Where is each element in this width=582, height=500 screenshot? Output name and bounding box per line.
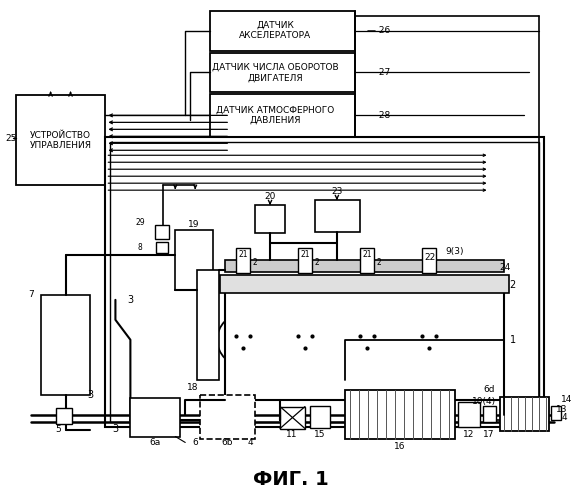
Bar (16, 96, 105, 185)
Text: 29: 29 (136, 218, 145, 226)
Text: 4: 4 (562, 413, 567, 422)
Text: 21: 21 (300, 250, 310, 260)
Bar (315, 200, 360, 232)
Bar (499, 396, 549, 432)
Bar (345, 390, 455, 440)
Bar (225, 285, 505, 400)
Bar (197, 270, 219, 380)
Text: 2: 2 (509, 280, 516, 290)
Bar (157, 242, 168, 253)
Text: 3: 3 (127, 295, 133, 305)
Text: ДАТЧИК АТМОСФЕРНОГО
ДАВЛЕНИЯ: ДАТЧИК АТМОСФЕРНОГО ДАВЛЕНИЯ (216, 106, 334, 125)
Text: 21: 21 (239, 250, 248, 260)
Text: — 28: — 28 (367, 111, 390, 120)
Text: — 26: — 26 (367, 26, 390, 35)
Text: 16: 16 (394, 442, 406, 451)
Bar (210, 94, 355, 138)
Text: 13: 13 (556, 405, 568, 414)
Bar (130, 398, 180, 438)
Text: 11: 11 (286, 430, 298, 439)
Text: 12: 12 (463, 430, 474, 439)
Bar (360, 248, 374, 273)
Text: ДАТЧИК ЧИСЛА ОБОРОТОВ
ДВИГАТЕЛЯ: ДАТЧИК ЧИСЛА ОБОРОТОВ ДВИГАТЕЛЯ (212, 63, 338, 82)
Bar (298, 248, 312, 273)
Text: УСТРОЙСТВО
УПРАВЛЕНИЯ: УСТРОЙСТВО УПРАВЛЕНИЯ (30, 130, 91, 150)
Text: 7: 7 (29, 290, 34, 300)
Bar (210, 52, 355, 92)
Text: 10(4): 10(4) (471, 397, 496, 406)
Bar (422, 248, 436, 273)
Bar (155, 225, 169, 239)
Text: 9(3): 9(3) (445, 248, 464, 256)
Text: 4: 4 (247, 438, 253, 447)
Text: 6d: 6d (484, 385, 495, 394)
Text: 6а: 6а (150, 438, 161, 447)
Bar (457, 402, 480, 426)
Bar (482, 406, 495, 421)
Text: 2: 2 (314, 258, 320, 268)
Text: ДАТЧИК
АКСЕЛЕРАТОРА: ДАТЧИК АКСЕЛЕРАТОРА (239, 21, 311, 40)
Text: 14: 14 (562, 395, 573, 404)
Text: 19: 19 (187, 220, 199, 228)
Text: — 27: — 27 (367, 68, 390, 77)
Text: 21: 21 (362, 250, 371, 260)
Text: 18: 18 (186, 383, 198, 392)
Bar (105, 138, 544, 426)
Text: 24: 24 (499, 264, 511, 272)
Text: 20: 20 (264, 192, 276, 200)
Bar (236, 248, 250, 273)
Text: 6b: 6b (221, 438, 233, 447)
Text: 15: 15 (314, 430, 326, 439)
Bar (55, 408, 72, 424)
Text: 22: 22 (424, 254, 435, 262)
Bar (220, 275, 509, 293)
Bar (200, 394, 255, 440)
Bar (210, 10, 355, 50)
Bar (255, 205, 285, 233)
Bar (551, 406, 562, 419)
Bar (280, 406, 305, 428)
Text: 3: 3 (87, 390, 94, 400)
Bar (41, 295, 90, 394)
Bar (175, 230, 213, 290)
Text: 3: 3 (112, 424, 119, 434)
Bar (111, 142, 540, 422)
Bar (225, 260, 505, 272)
Text: 1: 1 (509, 335, 516, 345)
Text: 23: 23 (331, 186, 343, 196)
Text: 5: 5 (56, 425, 62, 434)
Text: 2: 2 (253, 258, 257, 268)
Text: 6: 6 (193, 438, 198, 447)
Text: 2: 2 (377, 258, 381, 268)
Text: 25: 25 (6, 134, 17, 143)
Text: ФИГ. 1: ФИГ. 1 (253, 470, 329, 489)
Text: 8: 8 (138, 242, 143, 252)
Text: 17: 17 (483, 430, 494, 439)
Bar (310, 406, 330, 427)
